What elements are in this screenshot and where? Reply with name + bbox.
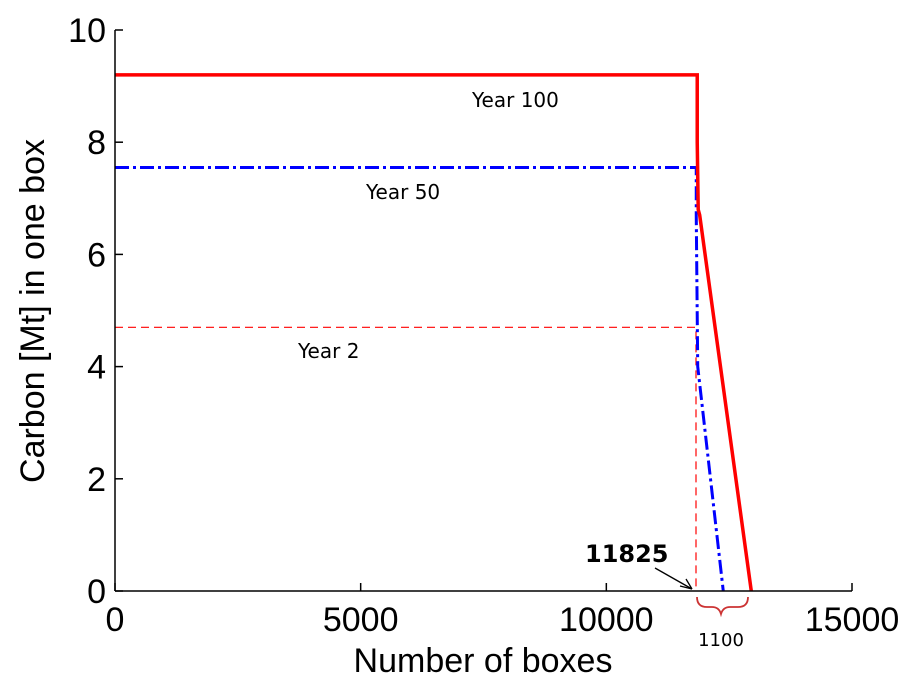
range-brace	[696, 596, 749, 618]
label-year-2: Year 2	[297, 339, 359, 363]
y-tick-label: 2	[87, 461, 106, 499]
brace-value-1100: 1100	[698, 630, 744, 651]
callout-value-11825: 11825	[585, 540, 669, 568]
label-year-50: Year 50	[365, 180, 440, 204]
y-tick-label: 8	[87, 124, 106, 162]
x-tick-label: 10000	[559, 601, 654, 639]
series-line-year-50	[115, 165, 725, 592]
x-axis-title: Number of boxes	[354, 642, 613, 680]
label-year-100: Year 100	[471, 88, 559, 112]
x-tick-label: 15000	[805, 601, 900, 639]
series-layer	[115, 73, 754, 592]
x-tick-label: 5000	[323, 601, 399, 639]
callout-arrow	[654, 567, 693, 590]
series-line-year-100	[115, 73, 754, 592]
callout-arrowhead	[679, 578, 693, 590]
y-axis-title: Carbon [Mt] in one box	[14, 139, 52, 483]
y-tick-label: 6	[87, 236, 106, 274]
x-tick-label: 0	[106, 601, 125, 639]
series-line-year-2	[115, 326, 697, 591]
y-tick-label: 0	[87, 573, 106, 611]
ticks-layer: 0 5000 10000 15000 0 2 4 6 8 10	[68, 12, 899, 639]
y-tick-label: 4	[87, 349, 106, 387]
y-tick-label: 10	[68, 12, 106, 50]
